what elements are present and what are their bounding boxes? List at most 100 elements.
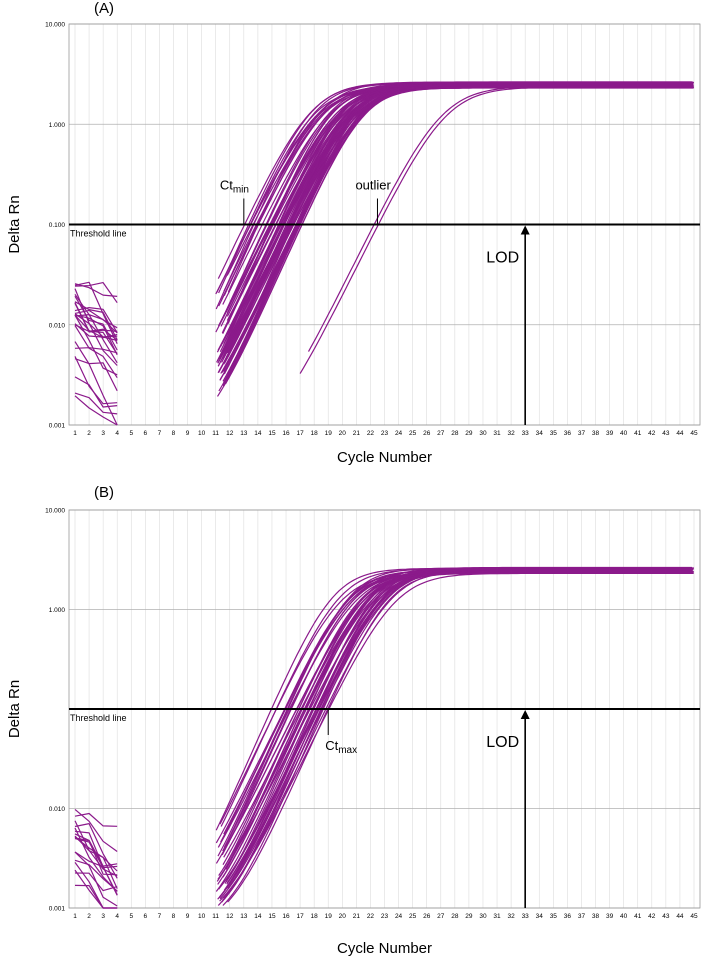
amplification-curve xyxy=(223,82,692,345)
x-tick-label: 35 xyxy=(550,430,558,437)
x-tick-label: 37 xyxy=(578,913,586,920)
x-tick-label: 30 xyxy=(479,913,487,920)
x-tick-label: 17 xyxy=(296,913,304,920)
x-axis-title: Cycle Number xyxy=(337,940,432,957)
amplification-curve xyxy=(222,571,691,865)
x-tick-label: 21 xyxy=(353,430,361,437)
x-tick-label: 40 xyxy=(620,913,628,920)
x-tick-label: 9 xyxy=(186,913,190,920)
x-tick-label: 1 xyxy=(73,913,77,920)
x-tick-label: 28 xyxy=(451,430,459,437)
x-tick-label: 13 xyxy=(240,430,248,437)
amplification-curve xyxy=(215,568,692,892)
annotation-label: Ctmax xyxy=(325,738,357,756)
x-tick-label: 42 xyxy=(648,913,656,920)
y-tick-label: 10.000 xyxy=(45,508,65,515)
x-tick-label: 36 xyxy=(564,430,572,437)
x-tick-label: 2 xyxy=(87,913,91,920)
x-tick-label: 15 xyxy=(268,430,276,437)
x-tick-label: 14 xyxy=(254,913,262,920)
x-tick-label: 22 xyxy=(367,913,375,920)
noise-trace xyxy=(74,872,118,892)
x-tick-label: 42 xyxy=(648,430,656,437)
x-tick-label: 31 xyxy=(493,913,501,920)
x-tick-label: 23 xyxy=(381,430,389,437)
x-tick-label: 10 xyxy=(198,430,206,437)
x-tick-label: 19 xyxy=(325,913,333,920)
x-tick-label: 14 xyxy=(254,430,262,437)
y-tick-label: 0.001 xyxy=(49,423,66,430)
annotation-subscript: max xyxy=(338,745,357,756)
amplification-curve xyxy=(219,572,691,902)
x-tick-label: 15 xyxy=(268,913,276,920)
noise-trace xyxy=(74,358,118,392)
noise-trace xyxy=(74,325,118,379)
amplification-curve xyxy=(223,567,692,848)
outlier-curve xyxy=(299,86,694,374)
x-tick-label: 38 xyxy=(592,913,600,920)
x-tick-label: 41 xyxy=(634,430,642,437)
x-tick-label: 43 xyxy=(662,913,670,920)
noise-trace xyxy=(74,859,118,892)
amplification-curve xyxy=(223,572,692,869)
curves xyxy=(74,566,694,909)
threshold-label: Threshold line xyxy=(70,229,127,239)
noise-trace xyxy=(74,392,118,415)
x-tick-label: 40 xyxy=(620,430,628,437)
noise-trace xyxy=(74,869,118,909)
x-tick-label: 13 xyxy=(240,913,248,920)
panel-label: (A) xyxy=(94,0,114,17)
amplification-curve xyxy=(218,82,694,307)
noise-trace xyxy=(74,295,118,351)
x-tick-label: 34 xyxy=(536,430,544,437)
x-tick-label: 31 xyxy=(493,430,501,437)
x-tick-label: 33 xyxy=(522,913,530,920)
noise-trace xyxy=(74,314,118,339)
panel-label: (B) xyxy=(94,484,114,501)
x-tick-label: 6 xyxy=(144,913,148,920)
y-tick-label: 0.001 xyxy=(49,906,66,913)
x-tick-label: 32 xyxy=(507,913,515,920)
y-tick-label: 0.010 xyxy=(49,322,66,329)
threshold-label: Threshold line xyxy=(70,713,127,723)
x-tick-label: 4 xyxy=(115,430,119,437)
x-tick-label: 18 xyxy=(311,913,319,920)
x-tick-label: 9 xyxy=(186,430,190,437)
x-tick-label: 25 xyxy=(409,913,417,920)
x-tick-label: 7 xyxy=(158,430,162,437)
x-tick-label: 4 xyxy=(115,913,119,920)
x-tick-label: 12 xyxy=(226,430,234,437)
x-tick-label: 24 xyxy=(395,913,403,920)
noise-trace xyxy=(74,309,118,329)
x-tick-label: 38 xyxy=(592,430,600,437)
x-tick-label: 43 xyxy=(662,430,670,437)
x-tick-label: 35 xyxy=(550,913,558,920)
amplification-curve xyxy=(227,81,693,356)
x-tick-label: 3 xyxy=(101,913,105,920)
amplification-curve xyxy=(221,572,694,856)
y-tick-label: 1.000 xyxy=(49,607,66,614)
x-tick-label: 3 xyxy=(101,430,105,437)
x-tick-label: 32 xyxy=(507,430,515,437)
x-tick-label: 16 xyxy=(282,913,290,920)
x-tick-label: 17 xyxy=(296,430,304,437)
y-axis-title: Delta Rn xyxy=(6,680,23,738)
x-tick-label: 34 xyxy=(536,913,544,920)
amplification-curve xyxy=(223,84,692,383)
annotation-text: Ct xyxy=(325,738,338,753)
x-tick-label: 30 xyxy=(479,430,487,437)
x-tick-label: 29 xyxy=(465,430,473,437)
noise-trace xyxy=(74,301,118,341)
amplification-curve xyxy=(226,568,691,881)
x-tick-label: 41 xyxy=(634,913,642,920)
x-tick-label: 18 xyxy=(311,430,319,437)
noise-trace xyxy=(74,837,118,876)
noise-trace xyxy=(74,281,118,345)
amplification-curve xyxy=(223,566,693,891)
curves xyxy=(74,81,694,426)
amplification-curve xyxy=(227,570,692,903)
amplification-curve xyxy=(223,83,692,372)
